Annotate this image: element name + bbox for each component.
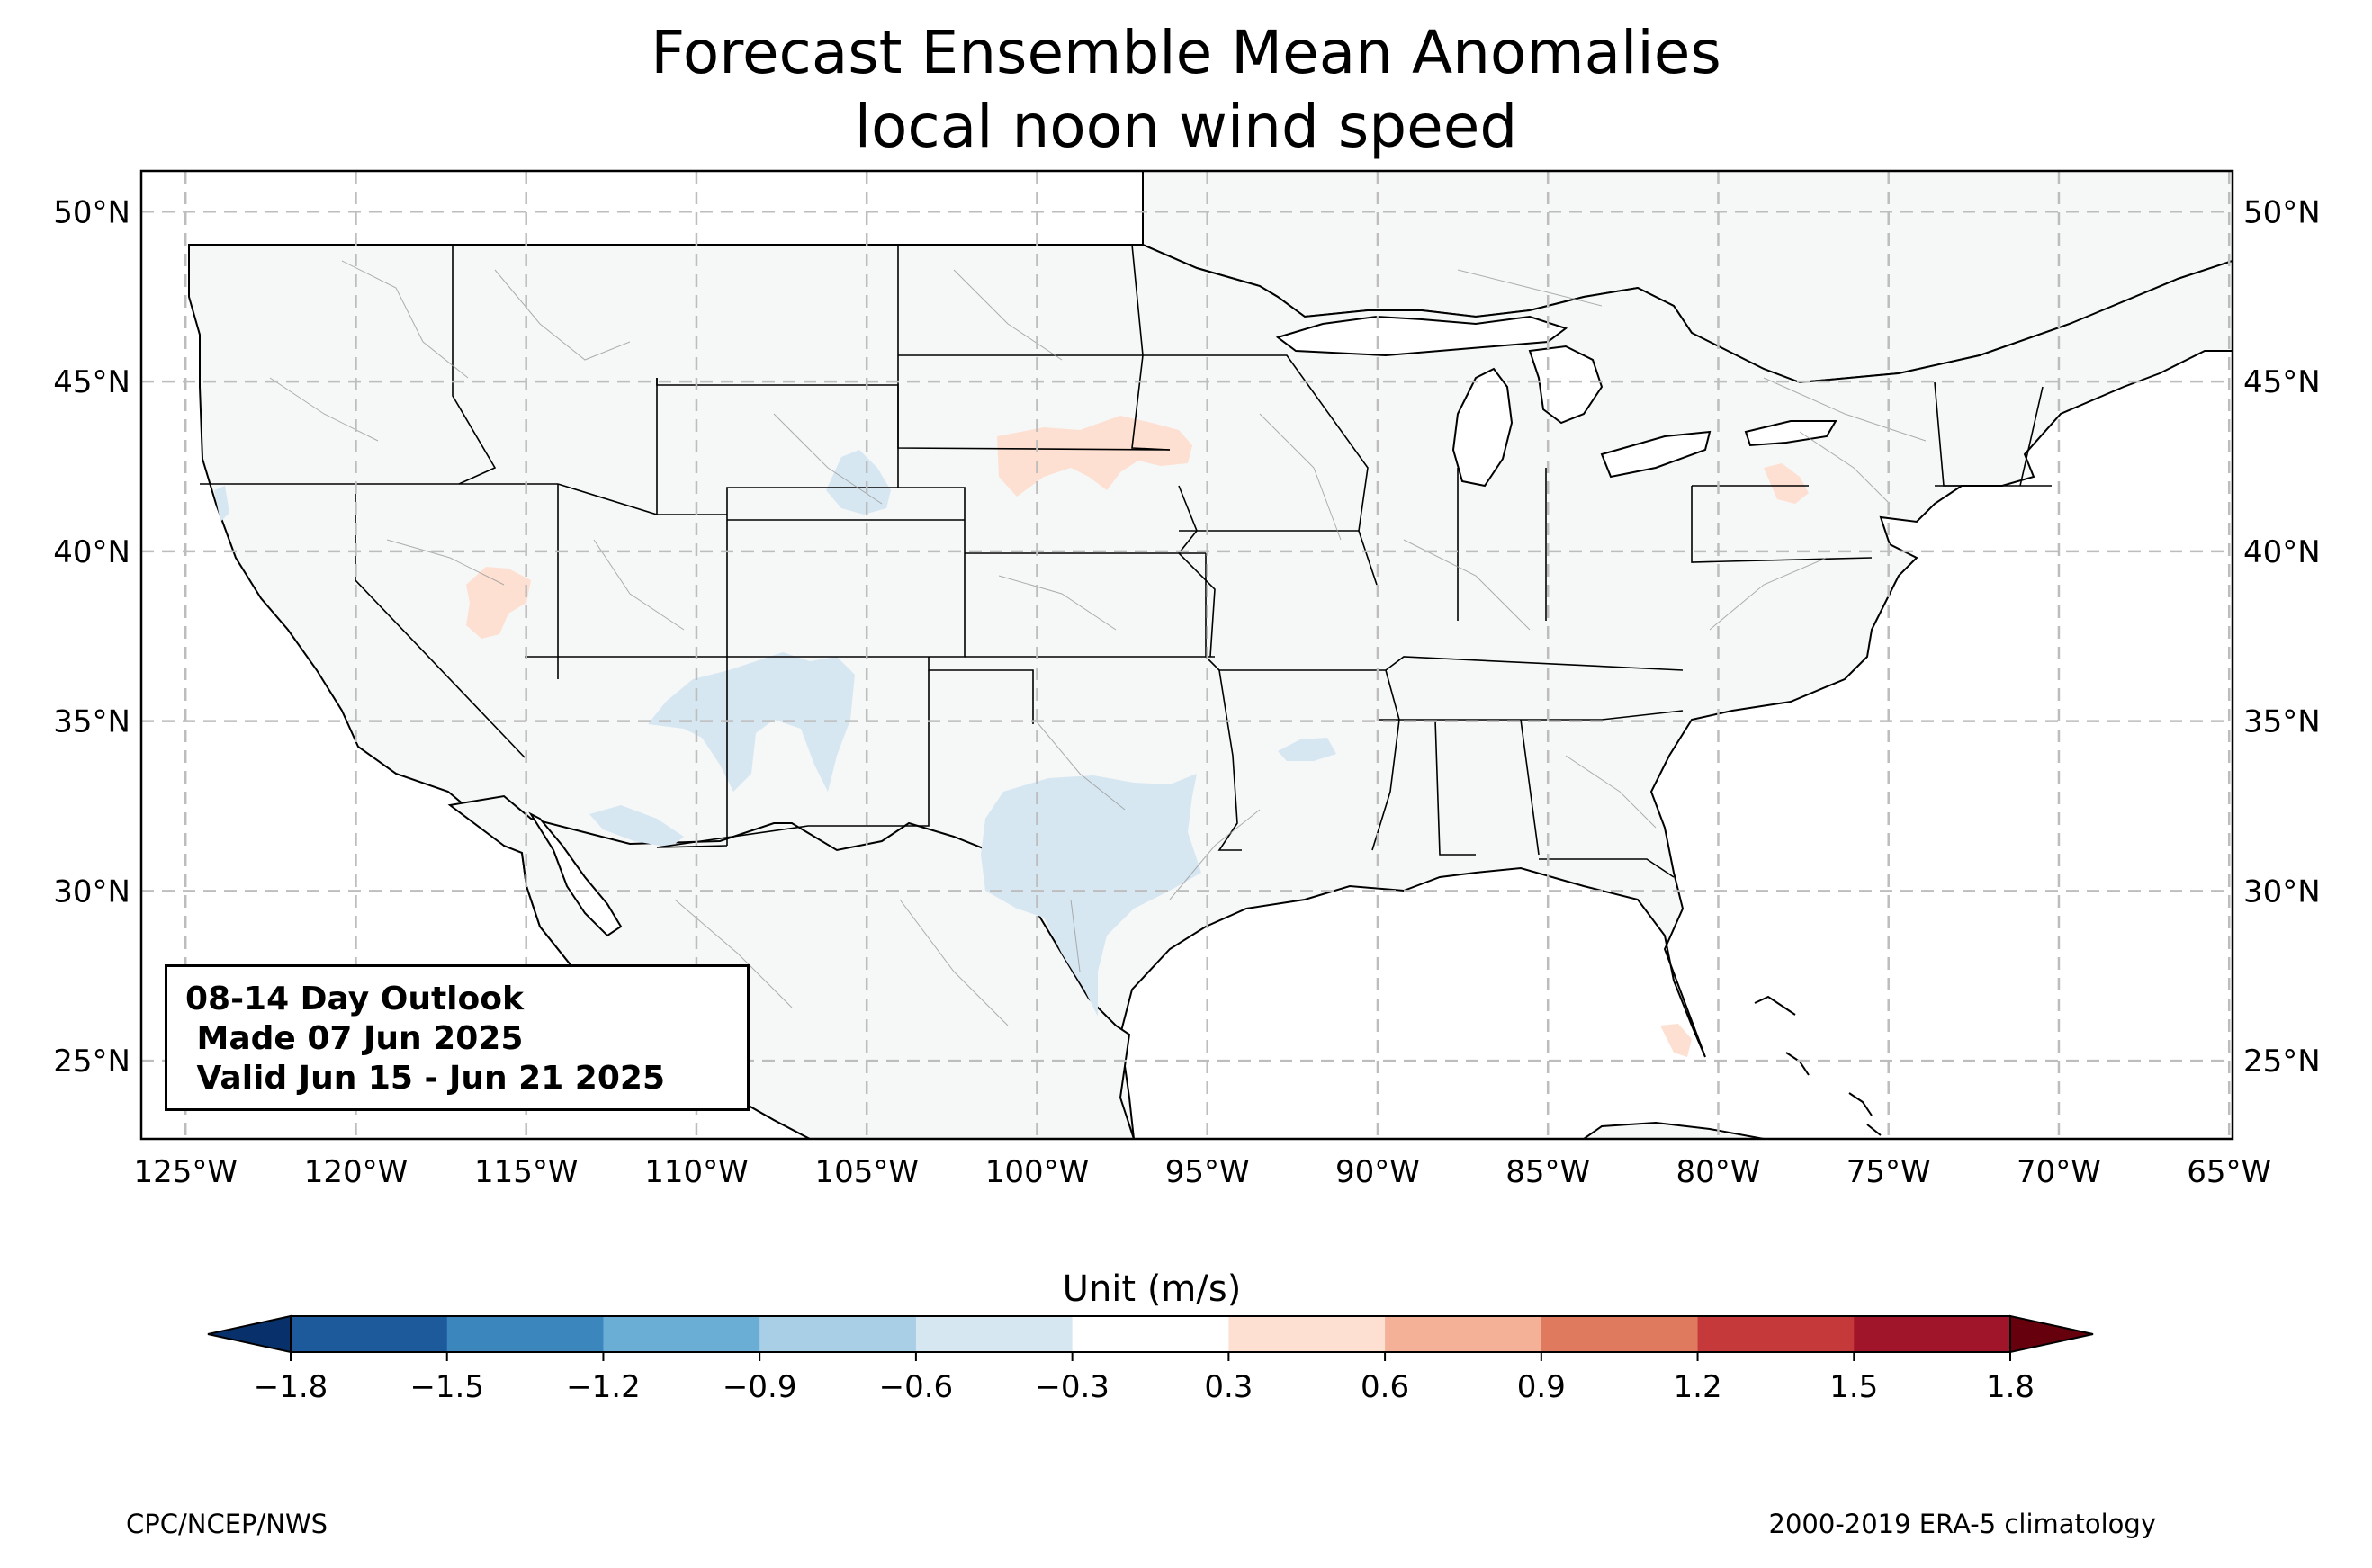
map-title: Forecast Ensemble Mean Anomalies	[651, 18, 1721, 87]
colorbar-extend-low	[207, 1314, 292, 1354]
lon-tick-label: 65°W	[2187, 1154, 2271, 1190]
colorbar-frame	[290, 1315, 2011, 1353]
outlook-valid-range: Valid Jun 15 - Jun 21 2025	[185, 1060, 666, 1097]
positive-anomaly-nevada	[466, 567, 531, 639]
lat-tick-label-right: 45°N	[2243, 364, 2321, 400]
lon-tick-label: 120°W	[304, 1154, 409, 1190]
negative-anomaly-southwest	[589, 805, 684, 847]
colorbar-tick-label: 0.6	[1361, 1369, 1409, 1405]
colorbar-extend-high	[2009, 1314, 2094, 1354]
lon-tick-label: 80°W	[1676, 1154, 1761, 1190]
lat-tick-label-right: 40°N	[2243, 534, 2321, 570]
lon-tick-label: 100°W	[985, 1154, 1090, 1190]
colorbar-tick-label: −1.2	[566, 1369, 641, 1405]
colorbar-segment	[1072, 1316, 1229, 1352]
colorbar-segment	[1697, 1316, 1855, 1352]
lon-tick-label: 95°W	[1165, 1154, 1250, 1190]
map-frame	[139, 169, 2234, 1141]
footer-source: CPC/NCEP/NWS	[126, 1509, 328, 1539]
colorbar-segment	[1541, 1316, 1699, 1352]
colorbar-segment	[1228, 1316, 1386, 1352]
lon-tick-label: 85°W	[1505, 1154, 1590, 1190]
outlook-made-date: Made 07 Jun 2025	[185, 1020, 524, 1057]
lat-tick-label-left: 25°N	[53, 1044, 130, 1080]
colorbar-tick-label: 1.5	[1829, 1369, 1878, 1405]
lat-tick-label-right: 30°N	[2243, 874, 2321, 909]
colorbar-tick-label: 1.2	[1674, 1369, 1722, 1405]
map-subtitle: local noon wind speed	[854, 92, 1518, 161]
colorbar-segment	[759, 1316, 917, 1352]
map-panel	[141, 171, 2233, 1139]
colorbar-tick-label: −0.9	[723, 1369, 797, 1405]
lat-tick-label-left: 30°N	[53, 874, 130, 909]
lon-tick-label: 75°W	[1846, 1154, 1931, 1190]
lon-tick-label: 70°W	[2017, 1154, 2101, 1190]
outlook-info-box: 08-14 Day Outlook Made 07 Jun 2025 Valid…	[165, 964, 750, 1111]
lat-tick-label-left: 45°N	[53, 364, 130, 400]
lon-tick-label: 125°W	[133, 1154, 238, 1190]
colorbar-tick-label: 1.8	[1986, 1369, 2035, 1405]
footer-climatology: 2000-2019 ERA-5 climatology	[1768, 1509, 2156, 1539]
positive-anomaly-pennsylvania	[1764, 463, 1809, 504]
gulf-of-california	[528, 811, 623, 937]
lon-tick-label: 90°W	[1335, 1154, 1420, 1190]
colorbar-tick-label: −0.6	[879, 1369, 954, 1405]
colorbar-tick-label: −1.8	[254, 1369, 328, 1405]
colorbar: −1.8 −1.5 −1.2 −0.9 −0.6 −0.3 0.3 0.6 0.9 1.2 1.5 1…	[207, 1314, 2094, 1405]
colorbar-tick-label: −0.3	[1035, 1369, 1110, 1405]
latitude-ticks: 50°N 50°N 45°N 45°N 40°N 40°N 35°N 35°N 30°N 30°N…	[53, 194, 2320, 1080]
colorbar-tick-label: −1.5	[409, 1369, 484, 1405]
colorbar-segment	[1854, 1316, 2011, 1352]
state-borders	[189, 244, 2052, 878]
lat-tick-label-right: 25°N	[2243, 1044, 2321, 1080]
colorbar-tick-label: 0.9	[1517, 1369, 1566, 1405]
lat-tick-label-right: 50°N	[2243, 194, 2321, 230]
positive-anomaly-florida	[1660, 1024, 1692, 1057]
positive-anomaly-nebraska	[997, 416, 1192, 497]
lat-tick-label-right: 35°N	[2243, 704, 2321, 740]
negative-anomaly-california	[214, 486, 229, 522]
colorbar-label: Unit (m/s)	[1062, 1268, 1242, 1310]
lon-tick-label: 105°W	[814, 1154, 919, 1190]
lat-tick-label-left: 40°N	[53, 534, 130, 570]
mexico-land	[447, 794, 1136, 1139]
lon-tick-label: 115°W	[474, 1154, 579, 1190]
colorbar-segment	[915, 1316, 1074, 1352]
colorbar-segment	[1385, 1316, 1542, 1352]
colorbar-tick-label: 0.3	[1204, 1369, 1253, 1405]
gridlines	[141, 171, 2233, 1139]
lat-tick-label-left: 50°N	[53, 194, 130, 230]
lon-tick-label: 110°W	[644, 1154, 749, 1190]
colorbar-segment	[603, 1316, 760, 1352]
county-lines	[269, 260, 1927, 1026]
negative-anomaly-mississippi	[1278, 738, 1336, 761]
colorbar-segment	[291, 1316, 448, 1352]
negative-anomaly-wyoming	[826, 450, 891, 515]
lat-tick-label-left: 35°N	[53, 704, 130, 740]
outlook-title: 08-14 Day Outlook	[185, 981, 524, 1017]
colorbar-segment	[446, 1316, 604, 1352]
longitude-ticks: 125°W 120°W 115°W 110°W 105°W 100°W 95°W 90°W 85…	[133, 1154, 2271, 1190]
